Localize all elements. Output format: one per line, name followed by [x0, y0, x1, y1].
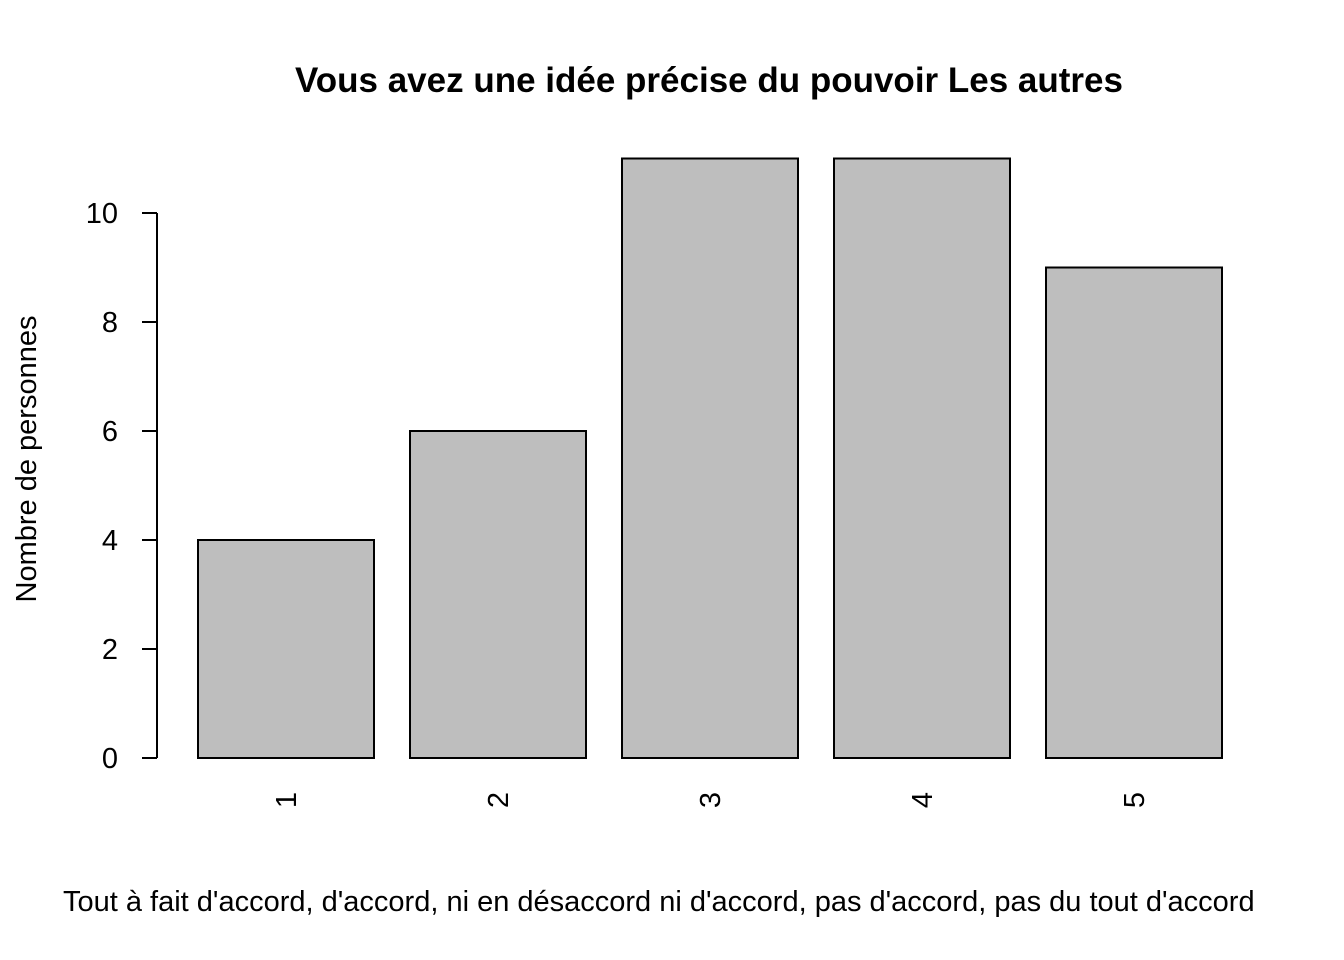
y-tick-label-2: 2 — [102, 634, 118, 666]
y-tick-label-8: 8 — [102, 307, 118, 339]
y-tick-label-0: 0 — [102, 743, 118, 775]
y-tick-label-10: 10 — [86, 198, 118, 230]
bar-4 — [833, 157, 1011, 759]
x-tick-label-3: 3 — [695, 792, 727, 808]
x-tick-label-4: 4 — [907, 792, 939, 808]
x-tick-label-2: 2 — [483, 792, 515, 808]
chart-title: Vous avez une idée précise du pouvoir Le… — [295, 61, 1123, 100]
x-tick-labels: 1 2 3 4 5 — [271, 792, 1151, 808]
bar-1 — [197, 539, 375, 759]
y-axis: 0 2 4 6 8 10 — [86, 198, 158, 775]
bars-group — [197, 157, 1223, 759]
bar-2 — [409, 430, 587, 759]
bar-5 — [1045, 266, 1223, 759]
y-tick-label-4: 4 — [102, 525, 118, 557]
x-tick-label-1: 1 — [271, 792, 303, 808]
y-tick-label-6: 6 — [102, 416, 118, 448]
bar-3 — [621, 157, 799, 759]
x-axis-label: Tout à fait d'accord, d'accord, ni en dé… — [63, 886, 1255, 918]
y-axis-label: Nombre de personnes — [11, 316, 43, 603]
x-tick-label-5: 5 — [1119, 792, 1151, 808]
